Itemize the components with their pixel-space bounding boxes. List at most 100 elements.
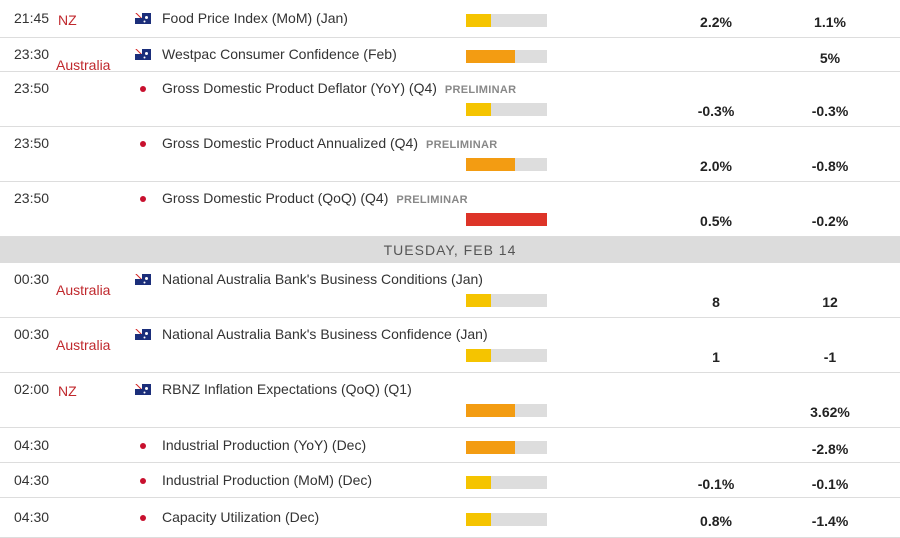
importance-bar: [466, 50, 547, 63]
importance-bar: [466, 475, 547, 489]
event-country: Australia: [56, 57, 111, 73]
preliminary-tag: PRELIMINAR: [396, 194, 468, 206]
event-title[interactable]: Food Price Index (MoM) (Jan): [162, 10, 348, 26]
flag-japan-icon: [135, 439, 151, 451]
event-time: 23:50: [14, 80, 50, 96]
event-row[interactable]: 23:50 Gross Domestic Product Deflator (Yo…: [0, 72, 900, 127]
event-row[interactable]: 04:30 Capacity Utilization (Dec) 0.8% -1.4%: [0, 498, 900, 538]
importance-fill: [466, 349, 491, 362]
event-title-text[interactable]: National Australia Bank's Business Condi…: [162, 271, 483, 287]
event-actual: 1: [712, 349, 720, 365]
event-row[interactable]: 23:50 Gross Domestic Product (QoQ) (Q4) PR…: [0, 182, 900, 237]
event-forecast: -2.8%: [811, 440, 849, 457]
event-country: Australia: [56, 282, 111, 298]
event-actual: 2.0%: [700, 158, 732, 174]
event-row[interactable]: 02:00 NZ RBNZ Inflation Expectations (QoQ)…: [0, 373, 900, 428]
event-forecast: -0.2%: [811, 213, 849, 229]
preliminary-tag: PRELIMINAR: [426, 139, 498, 151]
event-actual: 2.2%: [700, 14, 732, 30]
event-country: NZ: [58, 383, 77, 399]
event-title-text[interactable]: Food Price Index (MoM) (Jan): [162, 10, 348, 26]
event-title[interactable]: National Australia Bank's Business Confi…: [162, 326, 488, 342]
flag-australia-icon: [135, 13, 151, 24]
event-row[interactable]: 21:45 NZ Food Price Index (MoM) (Jan) 2.2% 1…: [0, 0, 900, 38]
event-forecast: -0.1%: [811, 475, 849, 492]
flag-australia-icon: [135, 384, 151, 395]
event-title-text[interactable]: RBNZ Inflation Expectations (QoQ) (Q1): [162, 381, 412, 397]
event-title[interactable]: Gross Domestic Product Annualized (Q4) PR…: [162, 135, 497, 151]
event-forecast: -0.8%: [811, 158, 849, 174]
importance-bar: [466, 103, 547, 116]
event-title[interactable]: Industrial Production (YoY) (Dec): [162, 437, 366, 453]
event-time: 04:30: [14, 436, 50, 453]
event-forecast: -1.4%: [811, 513, 849, 529]
importance-fill: [466, 103, 491, 116]
event-time: 21:45: [14, 10, 50, 26]
event-title[interactable]: RBNZ Inflation Expectations (QoQ) (Q1): [162, 381, 412, 397]
event-title-text[interactable]: Westpac Consumer Confidence (Feb): [162, 46, 397, 62]
date-separator: TUESDAY, FEB 14: [0, 237, 900, 263]
event-country: Australia: [56, 337, 111, 353]
importance-fill: [466, 475, 491, 489]
flag-australia-icon: [135, 49, 151, 60]
event-forecast: 1.1%: [814, 14, 846, 30]
importance-bar: [466, 213, 547, 226]
event-title-text[interactable]: Gross Domestic Product Annualized (Q4): [162, 135, 418, 151]
event-time: 00:30: [14, 271, 50, 287]
event-time: 00:30: [14, 326, 50, 342]
event-time: 23:50: [14, 135, 50, 151]
importance-fill: [466, 50, 515, 63]
event-time: 02:00: [14, 381, 50, 397]
event-title-text[interactable]: Industrial Production (MoM) (Dec): [162, 471, 373, 488]
event-row[interactable]: 00:30 Australia National Australia Bank's …: [0, 263, 900, 318]
flag-japan-icon: [135, 83, 151, 94]
event-title-text[interactable]: Gross Domestic Product (QoQ) (Q4): [162, 190, 389, 206]
event-time: 23:30: [14, 46, 50, 62]
importance-bar: [466, 513, 547, 526]
event-title[interactable]: Industrial Production (MoM) (Dec): [162, 472, 372, 488]
flag-japan-icon: [135, 193, 151, 204]
event-actual: 0.5%: [700, 213, 732, 229]
flag-japan-icon: [135, 474, 151, 486]
importance-fill: [466, 213, 547, 226]
importance-fill: [466, 513, 491, 526]
event-title[interactable]: Capacity Utilization (Dec): [162, 509, 319, 525]
importance-fill: [466, 14, 491, 27]
event-row[interactable]: 23:30 Australia Westpac Consumer Confidenc…: [0, 38, 900, 73]
preliminary-tag: PRELIMINAR: [444, 84, 517, 96]
importance-fill: [466, 158, 515, 171]
importance-bar: [466, 294, 547, 307]
event-actual: -0.3%: [697, 103, 735, 119]
importance-fill: [466, 404, 515, 417]
importance-bar: [466, 440, 547, 454]
importance-fill: [466, 440, 515, 454]
event-row[interactable]: 23:50 Gross Domestic Product Annualized (…: [0, 127, 900, 182]
event-title[interactable]: Gross Domestic Product Deflator (YoY) (Q…: [162, 80, 516, 96]
flag-japan-icon: [135, 512, 151, 523]
event-title-text[interactable]: Capacity Utilization (Dec): [162, 509, 320, 525]
flag-australia-icon: [135, 329, 151, 340]
importance-bar: [466, 404, 547, 417]
event-country: NZ: [58, 12, 77, 28]
event-actual: -0.1%: [697, 475, 735, 492]
event-title-text[interactable]: Gross Domestic Product Deflator (YoY) (Q…: [162, 80, 437, 96]
event-title-text[interactable]: National Australia Bank's Business Confi…: [162, 326, 488, 342]
event-forecast: -0.3%: [811, 103, 849, 119]
importance-fill: [466, 294, 491, 307]
event-row[interactable]: 04:30 Industrial Production (YoY) (Dec) -2…: [0, 428, 900, 463]
event-forecast: 5%: [819, 50, 841, 66]
flag-australia-icon: [135, 274, 151, 285]
importance-bar: [466, 158, 547, 171]
event-actual: 0.8%: [700, 513, 732, 529]
event-title[interactable]: Westpac Consumer Confidence (Feb): [162, 46, 397, 62]
event-forecast: -1: [823, 349, 837, 365]
event-title[interactable]: Gross Domestic Product (QoQ) (Q4) PRELIMI…: [162, 190, 468, 206]
importance-bar: [466, 14, 547, 27]
event-row[interactable]: 04:30 Industrial Production (MoM) (Dec) -0…: [0, 463, 900, 498]
event-row[interactable]: 00:30 Australia National Australia Bank's …: [0, 318, 900, 373]
event-forecast: 3.62%: [810, 404, 850, 420]
event-title[interactable]: National Australia Bank's Business Condi…: [162, 271, 483, 287]
event-title-text[interactable]: Industrial Production (YoY) (Dec): [162, 436, 367, 453]
event-time: 04:30: [14, 471, 50, 488]
